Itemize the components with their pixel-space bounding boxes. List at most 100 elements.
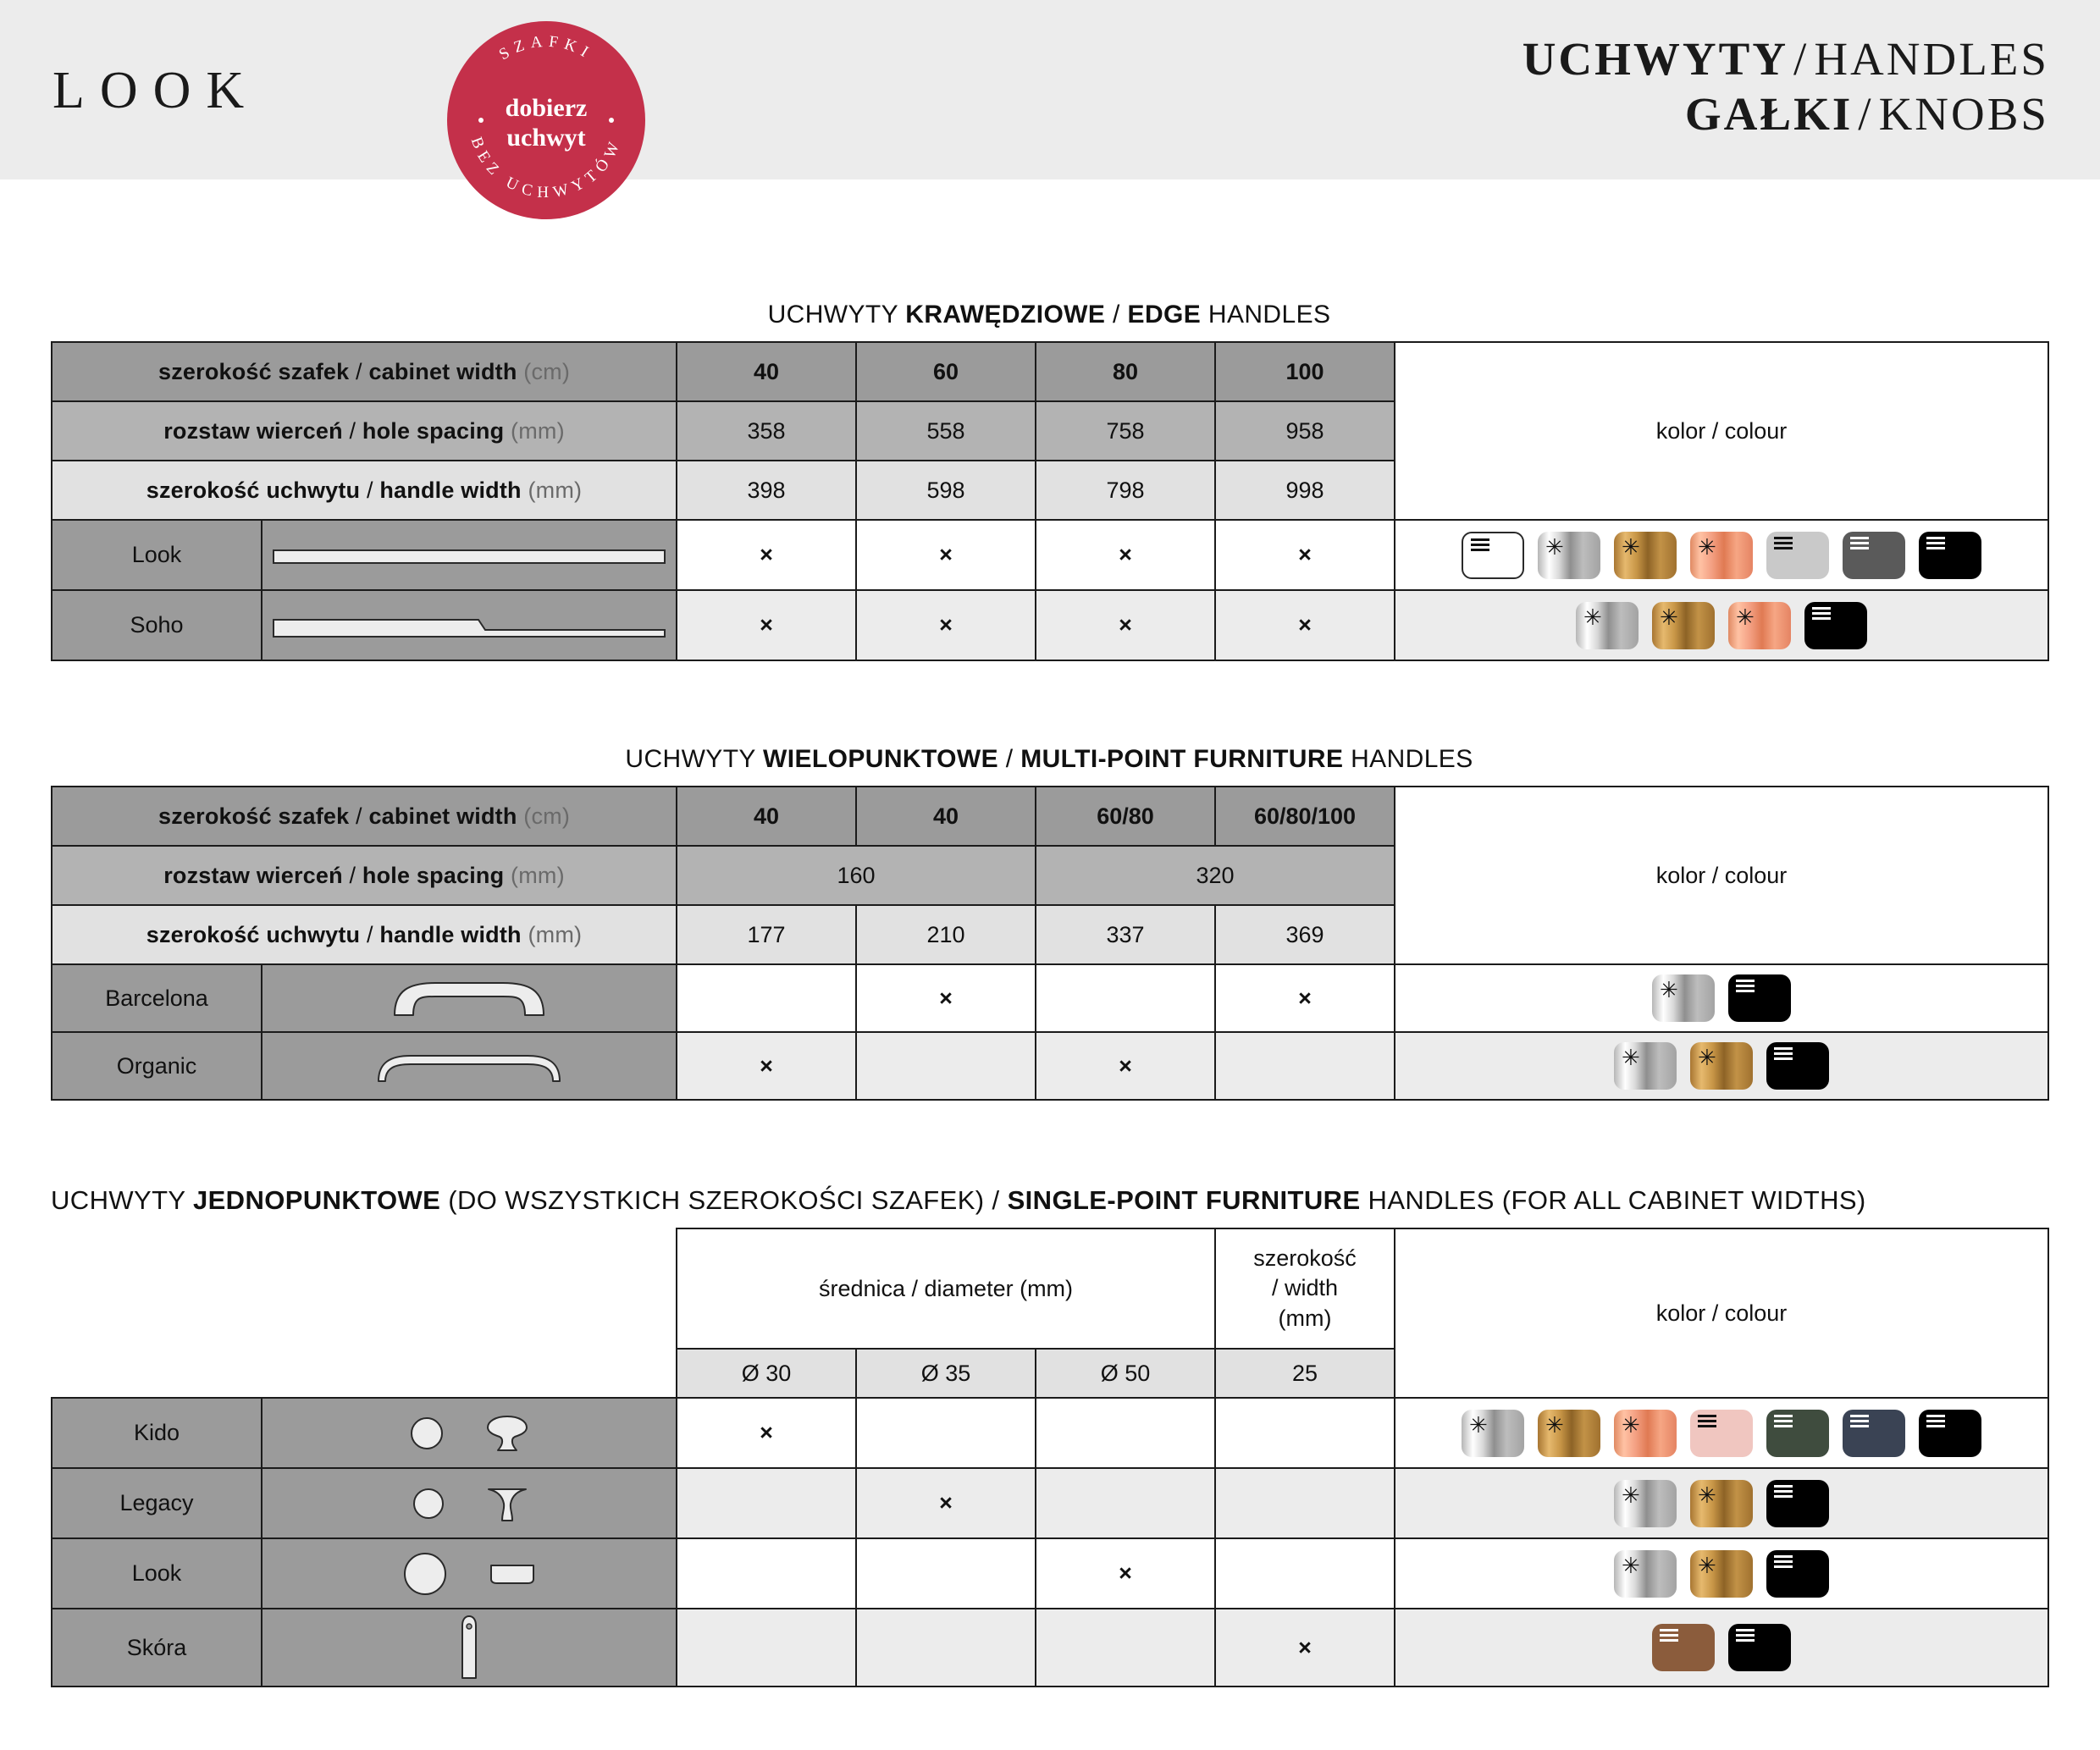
edge-handle-straight-icon	[260, 519, 678, 591]
matte-icon	[1926, 1414, 1946, 1430]
matte-icon	[1774, 1414, 1793, 1430]
swatch-dark-grey-matte[interactable]	[1843, 531, 1906, 579]
edge-cabinet-width-0: 40	[676, 341, 858, 402]
swatch-white-matte[interactable]	[1462, 531, 1525, 579]
gloss-icon: ✳	[1622, 1482, 1640, 1509]
matte-icon	[1736, 980, 1755, 995]
swatch-gold-gloss[interactable]: ✳	[1690, 1042, 1754, 1090]
multi-hole-spacing-320: 320	[1035, 845, 1396, 906]
matte-icon	[1471, 538, 1490, 554]
swatch-black-matte[interactable]	[1804, 601, 1868, 649]
gloss-icon: ✳	[1469, 1412, 1488, 1438]
swatch-gold-gloss[interactable]: ✳	[1690, 1549, 1754, 1598]
multi-label-hole-spacing-pl: rozstaw wierceń	[163, 862, 343, 888]
multi-label-handle-width-pl: szerokość uchwytu	[146, 921, 361, 947]
edge-look-mark-3: ×	[1214, 519, 1396, 591]
swatch-black-matte[interactable]	[1766, 1549, 1830, 1598]
multi-row-name-organic: Organic	[51, 1031, 262, 1101]
swatch-chrome-gloss[interactable]: ✳	[1652, 974, 1716, 1022]
matte-icon	[1926, 536, 1946, 552]
singlepoint-size-2: Ø 50	[1034, 1348, 1217, 1399]
single-skora-mark-2	[1034, 1608, 1217, 1687]
swatch-chrome-gloss[interactable]: ✳	[1614, 1549, 1677, 1598]
table-row: Organic × × ✳ ✳	[51, 1031, 2050, 1101]
multi-barcelona-mark-2	[1035, 963, 1217, 1033]
section-multipoint-title-en: MULTI-POINT FURNITURE	[1020, 745, 1344, 773]
edge-row-name-look: Look	[51, 519, 262, 591]
edge-cabinet-width-1: 60	[855, 341, 1037, 402]
swatch-copper-gloss[interactable]: ✳	[1614, 1409, 1677, 1457]
edge-label-cabinet-width: szerokość szafek / cabinet width (cm)	[50, 341, 678, 402]
single-row-name-kido: Kido	[51, 1397, 262, 1469]
swatch-gold-gloss[interactable]: ✳	[1652, 601, 1716, 649]
section-edge-title-en: EDGE	[1127, 301, 1202, 328]
edge-label-cabinet-width-unit: (cm)	[517, 358, 571, 384]
swatch-copper-gloss[interactable]: ✳	[1690, 531, 1754, 579]
edge-label-cabinet-width-en: cabinet width	[368, 358, 517, 384]
swatch-light-grey-matte[interactable]	[1766, 531, 1830, 579]
section-singlepoint-handles: UCHWYTY JEDNOPUNKTOWE (DO WSZYSTKICH SZE…	[51, 1185, 2050, 1687]
single-skora-colours	[1394, 1608, 2050, 1687]
edge-look-mark-1: ×	[855, 519, 1037, 591]
section-multipoint-handles: UCHWYTY WIELOPUNKTOWE / MULTI-POINT FURN…	[50, 745, 2050, 1101]
swatch-gold-gloss[interactable]: ✳	[1538, 1409, 1601, 1457]
singlepoint-width-header-l2: / width	[1271, 1275, 1339, 1301]
section-multipoint-title-sep: /	[998, 745, 1021, 773]
header-title-handles-en: HANDLES	[1814, 33, 2049, 85]
swatch-copper-gloss[interactable]: ✳	[1728, 601, 1792, 649]
singlepoint-colour-header: kolor / colour	[1394, 1228, 2050, 1399]
gloss-icon: ✳	[1698, 1046, 1716, 1071]
swatch-black-matte[interactable]	[1766, 1042, 1830, 1090]
multi-label-handle-width-unit: (mm)	[521, 921, 583, 947]
swatch-brown-matte[interactable]	[1652, 1624, 1716, 1671]
section-edge-title-post: HANDLES	[1201, 301, 1331, 328]
swatch-chrome-gloss[interactable]: ✳	[1538, 531, 1601, 579]
table-header-row-dimensions: średnica / diameter (mm) szerokość / wid…	[52, 1228, 2050, 1399]
swatch-black-matte[interactable]	[1919, 531, 1982, 579]
table-row: Kido × ✳ ✳ ✳	[51, 1397, 2050, 1469]
edge-soho-mark-2: ×	[1035, 589, 1217, 661]
edge-look-colours: ✳ ✳ ✳	[1394, 519, 2050, 591]
multi-label-cabinet-width-sep: /	[349, 803, 369, 829]
multi-barcelona-mark-1: ×	[855, 963, 1037, 1033]
swatch-black-matte[interactable]	[1766, 1479, 1830, 1527]
edge-colour-header: kolor / colour	[1394, 341, 2050, 521]
swatch-navy-matte[interactable]	[1843, 1409, 1906, 1457]
single-look-mark-1	[855, 1537, 1036, 1609]
swatch-gold-gloss[interactable]: ✳	[1690, 1479, 1754, 1527]
swatch-green-matte[interactable]	[1766, 1409, 1830, 1457]
edge-soho-mark-1: ×	[855, 589, 1037, 661]
swatch-chrome-gloss[interactable]: ✳	[1614, 1479, 1677, 1527]
multi-organic-colours: ✳ ✳	[1394, 1031, 2050, 1101]
edge-soho-mark-3: ×	[1214, 589, 1396, 661]
swatch-chrome-gloss[interactable]: ✳	[1462, 1409, 1525, 1457]
edge-soho-mark-0: ×	[676, 589, 858, 661]
swatch-black-matte[interactable]	[1919, 1409, 1982, 1457]
singlepoint-size-3: 25	[1214, 1348, 1396, 1399]
gloss-icon: ✳	[1583, 604, 1602, 631]
multi-label-cabinet-width-en: cabinet width	[368, 803, 517, 829]
singlepoint-width-header: szerokość / width (mm)	[1214, 1228, 1396, 1350]
multi-label-hole-spacing-en: hole spacing	[362, 862, 505, 888]
swatch-chrome-gloss[interactable]: ✳	[1576, 601, 1639, 649]
section-singlepoint-title-post: HANDLES (FOR ALL CABINET WIDTHS)	[1360, 1185, 1866, 1215]
header-title-handles-sep: /	[1793, 33, 1810, 85]
swatch-gold-gloss[interactable]: ✳	[1614, 531, 1677, 579]
gloss-icon: ✳	[1545, 534, 1564, 560]
table-header-row-hole-spacing: rozstaw wierceń / hole spacing (mm) 160 …	[50, 845, 2048, 906]
swatch-pink-matte[interactable]	[1690, 1409, 1754, 1457]
swatch-black-matte[interactable]	[1728, 974, 1792, 1022]
header-title-knobs: GAŁKI / KNOBS	[1522, 87, 2049, 142]
gloss-icon: ✳	[1622, 1412, 1640, 1438]
badge-logo: SZAFKI BEZ UCHWYTÓW dobierz uchwyt	[447, 21, 645, 219]
multipoint-handles-table: szerokość szafek / cabinet width (cm) 40…	[50, 786, 2050, 1101]
swatch-chrome-gloss[interactable]: ✳	[1614, 1042, 1677, 1090]
brand-wordmark: LOOK	[52, 62, 260, 119]
multi-row-name-barcelona: Barcelona	[51, 963, 262, 1033]
swatch-black-matte[interactable]	[1728, 1624, 1792, 1671]
single-legacy-mark-3	[1214, 1467, 1396, 1539]
edge-row-name-soho: Soho	[51, 589, 262, 661]
table-row: Look × ✳ ✳	[51, 1537, 2050, 1609]
header-title-knobs-sep: /	[1858, 87, 1874, 140]
edge-hole-spacing-1: 558	[855, 400, 1037, 461]
